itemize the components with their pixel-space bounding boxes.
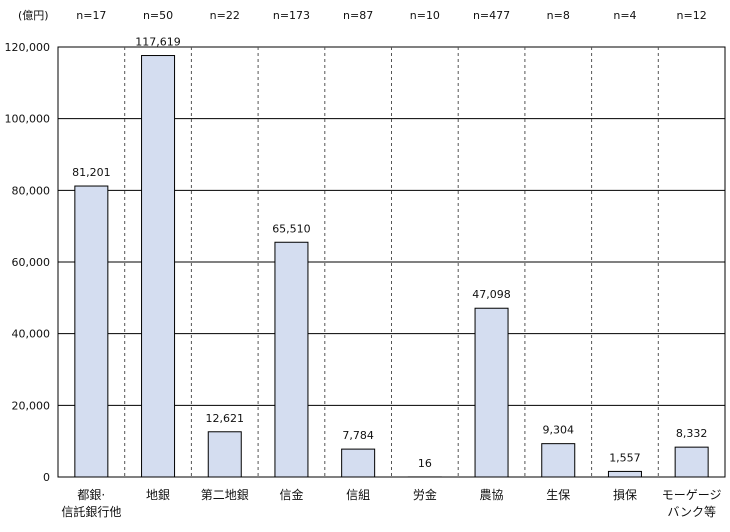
y-tick-label: 20,000 [12, 399, 51, 412]
x-tick-label: 信託銀行他 [61, 504, 121, 519]
x-tick-label: 農協 [480, 487, 504, 502]
bar [142, 56, 175, 477]
x-tick-label: バンク等 [667, 505, 716, 519]
y-tick-label: 60,000 [12, 256, 51, 269]
bar [675, 447, 708, 477]
x-tick-label: 第二地銀 [201, 488, 249, 502]
bar [542, 444, 575, 477]
x-tick-label: 信金 [279, 487, 303, 502]
y-tick-label: 40,000 [12, 328, 51, 341]
y-axis-unit-label: (億円) [18, 9, 49, 22]
sample-count-label: n=4 [613, 9, 636, 22]
data-label: 65,510 [272, 222, 311, 235]
data-label: 7,784 [342, 429, 374, 442]
x-tick-label: 信組 [346, 488, 370, 502]
data-label: 16 [418, 457, 432, 470]
sample-count-label: n=50 [143, 9, 173, 22]
label-layer: 0 20,000 40,000 60,000 80,000 100,000 120,000 8… [5, 9, 722, 519]
bar [275, 242, 308, 477]
sample-count-label: n=8 [547, 9, 570, 22]
x-tick-label: モーゲージ [662, 488, 722, 502]
bar [608, 471, 641, 477]
sample-count-label: n=22 [210, 9, 240, 22]
x-tick-label: 労金 [413, 487, 437, 502]
sample-count-label: n=87 [343, 9, 373, 22]
sample-count-label: n=12 [677, 9, 707, 22]
x-tick-label: 地銀 [146, 488, 170, 502]
x-tick-label: 損保 [613, 487, 637, 502]
sample-count-label: n=477 [473, 9, 510, 22]
x-tick-label: 都銀· [77, 488, 105, 502]
bar [475, 308, 508, 477]
sample-count-label: n=17 [76, 9, 106, 22]
data-label: 8,332 [676, 427, 708, 440]
data-label: 47,098 [472, 288, 511, 301]
y-tick-label: 100,000 [5, 113, 51, 126]
data-label: 9,304 [543, 424, 575, 437]
sample-count-label: n=173 [273, 9, 310, 22]
bar [208, 432, 241, 477]
y-tick-label: 80,000 [12, 184, 51, 197]
data-label: 117,619 [135, 36, 181, 49]
data-label: 1,557 [609, 451, 641, 464]
data-label: 81,201 [72, 166, 111, 179]
y-tick-label: 0 [43, 471, 50, 484]
data-label: 12,621 [206, 412, 245, 425]
x-tick-label: 生保 [546, 488, 570, 502]
bar [342, 449, 375, 477]
sample-count-label: n=10 [410, 9, 440, 22]
y-tick-label: 120,000 [5, 41, 51, 54]
bar [75, 186, 108, 477]
